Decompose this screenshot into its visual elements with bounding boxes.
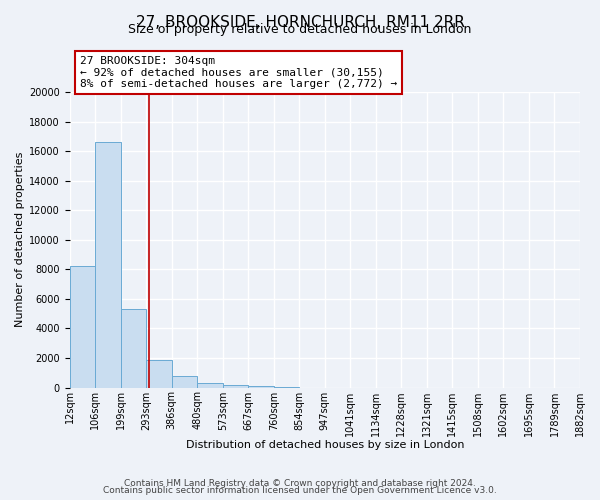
Text: Contains HM Land Registry data © Crown copyright and database right 2024.: Contains HM Land Registry data © Crown c… (124, 478, 476, 488)
Text: Contains public sector information licensed under the Open Government Licence v3: Contains public sector information licen… (103, 486, 497, 495)
Text: 27 BROOKSIDE: 304sqm
← 92% of detached houses are smaller (30,155)
8% of semi-de: 27 BROOKSIDE: 304sqm ← 92% of detached h… (80, 56, 397, 89)
Y-axis label: Number of detached properties: Number of detached properties (15, 152, 25, 328)
Bar (197, 383, 223, 388)
Bar (146, 360, 172, 388)
Bar (172, 376, 197, 388)
Bar (223, 386, 248, 388)
X-axis label: Distribution of detached houses by size in London: Distribution of detached houses by size … (185, 440, 464, 450)
Bar (70, 266, 95, 388)
Text: Size of property relative to detached houses in London: Size of property relative to detached ho… (128, 22, 472, 36)
Bar (121, 309, 146, 388)
Bar (274, 387, 299, 388)
Bar (248, 386, 274, 388)
Bar (95, 142, 121, 388)
Text: 27, BROOKSIDE, HORNCHURCH, RM11 2RR: 27, BROOKSIDE, HORNCHURCH, RM11 2RR (136, 15, 464, 30)
